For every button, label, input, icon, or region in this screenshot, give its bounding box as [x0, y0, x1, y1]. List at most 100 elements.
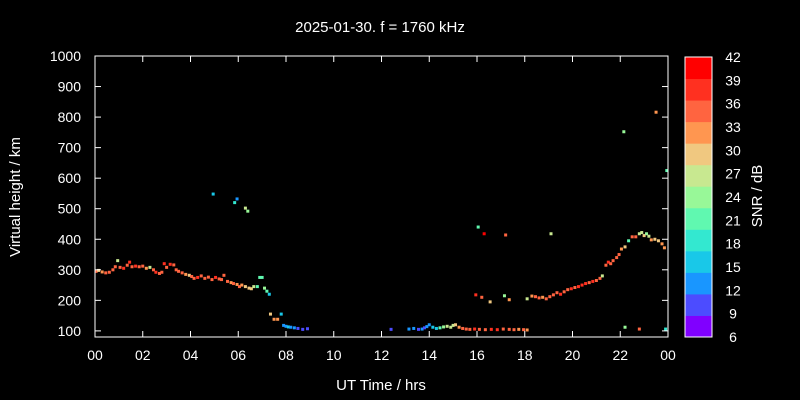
data-point: [235, 197, 239, 201]
data-point: [233, 201, 237, 205]
data-point: [260, 275, 264, 279]
y-tick-label: 200: [58, 292, 82, 308]
data-point: [282, 323, 286, 327]
colorbar-tick-label: 33: [725, 119, 741, 135]
data-point: [94, 269, 98, 273]
data-point: [203, 276, 207, 280]
data-point: [656, 239, 660, 243]
data-point: [474, 293, 478, 297]
colorbar-tick-label: 30: [725, 142, 741, 158]
data-point: [495, 328, 499, 332]
x-tick-label: 12: [374, 347, 390, 363]
data-point: [237, 285, 241, 289]
data-point: [501, 327, 505, 331]
data-point: [286, 325, 290, 329]
data-point: [482, 232, 486, 236]
data-point: [664, 327, 668, 331]
data-point: [604, 263, 608, 267]
data-point: [177, 269, 181, 273]
colorbar-swatch: [685, 229, 712, 252]
colorbar-tick-label: 24: [725, 189, 741, 205]
data-point: [268, 312, 272, 316]
data-point: [483, 328, 487, 332]
data-point: [517, 327, 521, 331]
data-point: [476, 225, 480, 229]
data-point: [247, 286, 251, 290]
data-point: [174, 268, 178, 272]
data-point: [647, 234, 651, 238]
colorbar-swatch: [685, 164, 712, 187]
data-point: [184, 272, 188, 276]
data-point: [249, 287, 253, 291]
data-point: [480, 295, 484, 299]
data-point: [187, 273, 191, 277]
data-point: [222, 273, 226, 277]
data-point: [165, 265, 169, 269]
x-tick-label: 20: [565, 347, 581, 363]
data-point: [468, 327, 472, 331]
data-point: [116, 259, 120, 263]
data-point: [654, 110, 658, 114]
data-point: [637, 327, 641, 331]
data-point: [507, 298, 511, 302]
data-point: [512, 328, 516, 332]
data-point: [438, 326, 442, 330]
data-point: [525, 297, 529, 301]
colorbar-tick-label: 9: [729, 306, 737, 322]
colorbar-swatch: [685, 272, 712, 295]
data-point: [157, 271, 161, 275]
data-point: [196, 275, 200, 279]
x-tick-label: 10: [326, 347, 342, 363]
y-tick-label: 700: [58, 140, 82, 156]
data-point: [662, 246, 666, 250]
colorbar-tick-label: 12: [725, 282, 741, 298]
data-point: [160, 270, 164, 274]
data-point: [431, 325, 435, 329]
data-point: [537, 296, 541, 300]
data-point: [301, 327, 305, 331]
data-point: [502, 294, 506, 298]
data-point: [122, 266, 126, 270]
data-point: [279, 312, 283, 316]
x-tick-label: 18: [517, 347, 533, 363]
data-point: [660, 242, 664, 246]
data-point: [551, 293, 555, 297]
data-point: [559, 292, 563, 296]
data-point: [442, 325, 446, 329]
data-point: [255, 285, 259, 289]
data-point: [151, 268, 155, 272]
y-tick-label: 100: [58, 323, 82, 339]
colorbar-tick-label: 42: [725, 49, 741, 65]
data-point: [292, 326, 296, 330]
data-point: [284, 324, 288, 328]
colorbar-swatch: [685, 121, 712, 144]
data-point: [623, 245, 627, 249]
data-point: [573, 286, 577, 290]
data-point: [649, 238, 653, 242]
y-axis-label: Virtual height / km: [7, 137, 24, 257]
y-tick-label: 600: [58, 170, 82, 186]
data-points: [94, 110, 669, 332]
x-tick-label: 00: [87, 347, 103, 363]
data-point: [507, 327, 511, 331]
data-point: [606, 260, 610, 264]
data-point: [548, 295, 552, 299]
colorbar-swatch: [685, 186, 712, 209]
data-point: [111, 268, 115, 272]
data-point: [100, 270, 104, 274]
data-point: [407, 327, 411, 331]
data-point: [549, 232, 553, 236]
data-point: [144, 266, 148, 270]
x-axis-label: UT Time / hrs: [336, 377, 426, 394]
data-point: [240, 283, 244, 287]
data-point: [594, 278, 598, 282]
data-point: [569, 287, 573, 291]
data-point: [420, 327, 424, 331]
colorbar-swatch: [685, 207, 712, 230]
colorbar-swatch: [685, 250, 712, 273]
data-point: [454, 323, 458, 327]
colorbar-swatch: [685, 315, 712, 338]
data-point: [591, 279, 595, 283]
data-point: [587, 281, 591, 285]
